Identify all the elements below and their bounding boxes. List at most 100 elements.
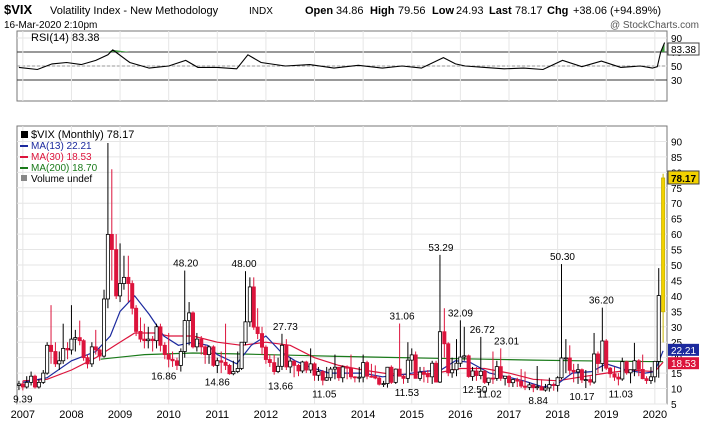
candle-body: [486, 377, 491, 383]
rsi-tick-labels: 30507090: [671, 34, 683, 87]
year-label: 2016: [448, 409, 472, 421]
rsi-tick-label: 90: [671, 34, 683, 45]
candle-body: [24, 381, 29, 388]
candle-body: [130, 283, 135, 309]
price-annotation: 53.29: [428, 243, 453, 254]
price-legend: $VIX (Monthly) 78.17 MA(13) 22.21 MA(30)…: [20, 129, 134, 185]
candle-body: [187, 312, 192, 321]
candle-body: [16, 383, 21, 386]
last-price-box: [667, 170, 700, 185]
candle-body: [142, 338, 147, 342]
price-annotation: 11.02: [477, 389, 502, 400]
ma30-legend-label: MA(30) 18.53: [31, 152, 92, 163]
price-tick-label: 60: [671, 230, 683, 241]
candle-body: [543, 387, 548, 391]
rsi-last-value: 83.38: [671, 45, 696, 56]
candle-body: [235, 368, 240, 372]
price-annotations: 9.39 48.20 16.86 48.00 14.86 27.73 13.66 11.05 3…: [13, 243, 633, 407]
candle-body: [251, 286, 256, 328]
rsi-legend: RSI(14) 83.38: [31, 32, 99, 44]
candle-body: [478, 370, 483, 376]
candle-body: [365, 362, 370, 377]
candle-body: [316, 371, 321, 376]
year-label: 2019: [594, 409, 618, 421]
volume-legend-marker: [21, 175, 27, 181]
candle-body: [57, 360, 62, 365]
candle-body: [45, 344, 50, 374]
price-annotation: 50.30: [550, 252, 575, 263]
candle-body: [656, 295, 661, 362]
candle-body: [105, 234, 110, 300]
candle-body: [498, 366, 503, 379]
candle-body: [279, 344, 284, 367]
price-tick-label: 5: [671, 400, 677, 411]
candle-body: [579, 369, 584, 381]
year-label: 2010: [156, 409, 180, 421]
ohlc-chg-label: Chg: [547, 5, 568, 17]
symbol-title: $VIX: [4, 2, 33, 17]
rsi-tick-label: 30: [671, 76, 683, 87]
candle-body: [352, 376, 357, 379]
candle-body: [470, 370, 475, 377]
candle-body: [320, 371, 325, 381]
year-label: 2009: [108, 409, 132, 421]
candle-body: [223, 361, 228, 366]
price-legend-marker: [21, 131, 28, 138]
price-right-value-boxes: 78.17 22.21 18.53: [667, 170, 700, 370]
candle-body: [644, 378, 649, 381]
candle-body: [425, 373, 430, 378]
year-label: 2018: [545, 409, 569, 421]
candle-body: [446, 343, 451, 374]
candle-body: [324, 377, 329, 381]
candle-body: [608, 367, 613, 375]
rsi-tick-label: 50: [671, 62, 683, 73]
candle-body: [93, 346, 98, 351]
ma13-legend-label: MA(13) 22.21: [31, 141, 92, 152]
candle-body: [109, 234, 114, 250]
price-annotation: 48.20: [173, 259, 198, 270]
candle-body: [421, 371, 426, 375]
rsi-overbought-fill: [112, 49, 130, 52]
price-annotation: 13.66: [268, 381, 293, 392]
candle-body: [292, 360, 297, 366]
candle-body: [118, 283, 123, 297]
candle-body: [170, 358, 175, 362]
ma30-value: 18.53: [671, 359, 696, 370]
candle-body: [458, 356, 463, 364]
candle-body: [576, 369, 581, 373]
candle-body: [32, 375, 37, 388]
ohlc-low-label: Low: [432, 5, 454, 17]
candle-body: [211, 346, 216, 366]
candle-body: [239, 341, 244, 369]
price-annotation: 27.73: [273, 322, 298, 333]
candle-body: [304, 361, 309, 371]
candle-body: [36, 381, 41, 388]
candle-body: [73, 337, 78, 340]
candle-body: [397, 368, 402, 377]
volume-legend-label: Volume undef: [31, 174, 92, 185]
ma200-line: [100, 352, 664, 363]
candle-body: [203, 346, 208, 355]
price-annotation: 32.09: [448, 308, 473, 319]
candle-body: [632, 360, 637, 371]
candle-body: [332, 366, 337, 370]
candle-body: [409, 354, 414, 361]
candle-body: [89, 346, 94, 365]
candle-body: [263, 346, 268, 360]
price-annotation: 48.00: [232, 259, 257, 270]
price-tick-label: 85: [671, 153, 683, 164]
price-tick-label: 70: [671, 199, 683, 210]
price-annotation: 14.86: [205, 378, 230, 389]
candle-body: [490, 377, 495, 380]
candle-body: [373, 376, 378, 379]
candle-body: [260, 333, 265, 348]
symbol-name: Volatility Index - New Methodology: [50, 5, 219, 17]
candle-body: [563, 357, 568, 360]
candle-body: [255, 326, 260, 334]
ohlc-high-value: 79.56: [398, 5, 426, 17]
price-panel: 51015202530354045505560657075808590 2007…: [11, 125, 700, 421]
candle-body: [126, 276, 131, 284]
price-annotation: 16.86: [151, 371, 176, 382]
candle-body: [413, 354, 418, 379]
